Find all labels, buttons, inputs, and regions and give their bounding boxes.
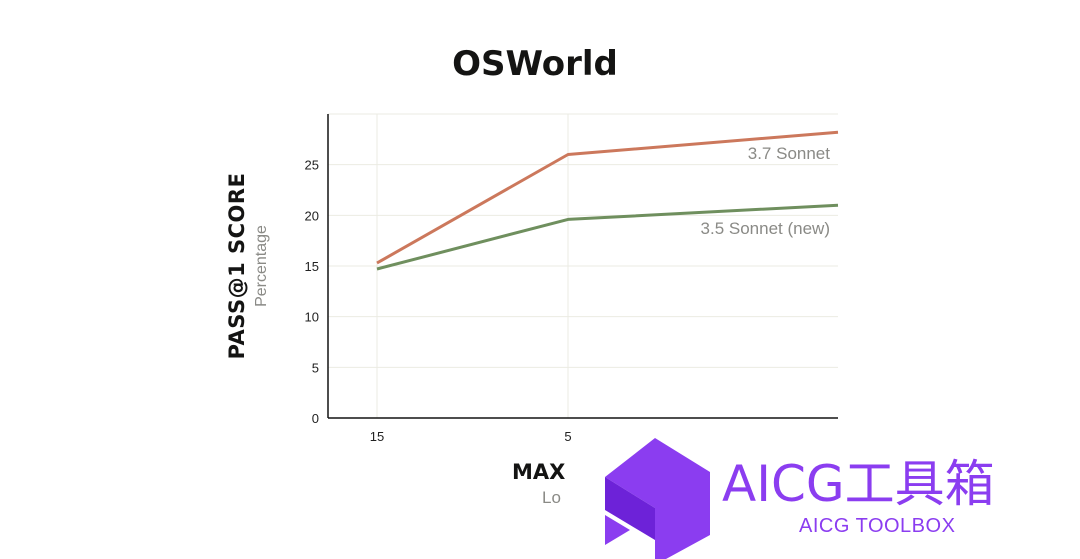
- watermark-text: AICG工具箱: [722, 455, 995, 513]
- watermark-logo-shape: [605, 438, 710, 559]
- y-tick-label: 20: [305, 208, 319, 223]
- y-tick-label: 10: [305, 310, 319, 325]
- watermark-logo-tip: [605, 515, 630, 545]
- x-axis-subtitle: Lo: [542, 488, 561, 507]
- watermark-logo: AICG工具箱 AICG TOOLBOX: [605, 438, 995, 559]
- y-tick-label: 5: [312, 360, 319, 375]
- watermark-subtext: AICG TOOLBOX: [799, 515, 955, 537]
- x-axis-title: MAX: [512, 460, 565, 484]
- plot-area: 0 5 10 15 20 25 15 5 3.7 Sonnet 3.5 Sonnet (new): [305, 113, 839, 444]
- x-tick-label: 15: [370, 429, 384, 444]
- series-line: [376, 203, 839, 271]
- series-line: [376, 130, 839, 265]
- y-tick-label: 15: [305, 259, 319, 274]
- chart-title: OSWorld: [452, 44, 618, 84]
- y-tick-label: 25: [305, 158, 319, 173]
- y-axis-title: PASS@1 SCORE: [225, 173, 249, 360]
- series-label: 3.7 Sonnet: [748, 144, 831, 163]
- watermark-logo-facet: [605, 477, 655, 540]
- y-axis-subtitle: Percentage: [253, 225, 270, 307]
- series-label: 3.5 Sonnet (new): [701, 219, 830, 238]
- y-tick-label: 0: [312, 411, 319, 426]
- x-tick-label: 5: [564, 429, 571, 444]
